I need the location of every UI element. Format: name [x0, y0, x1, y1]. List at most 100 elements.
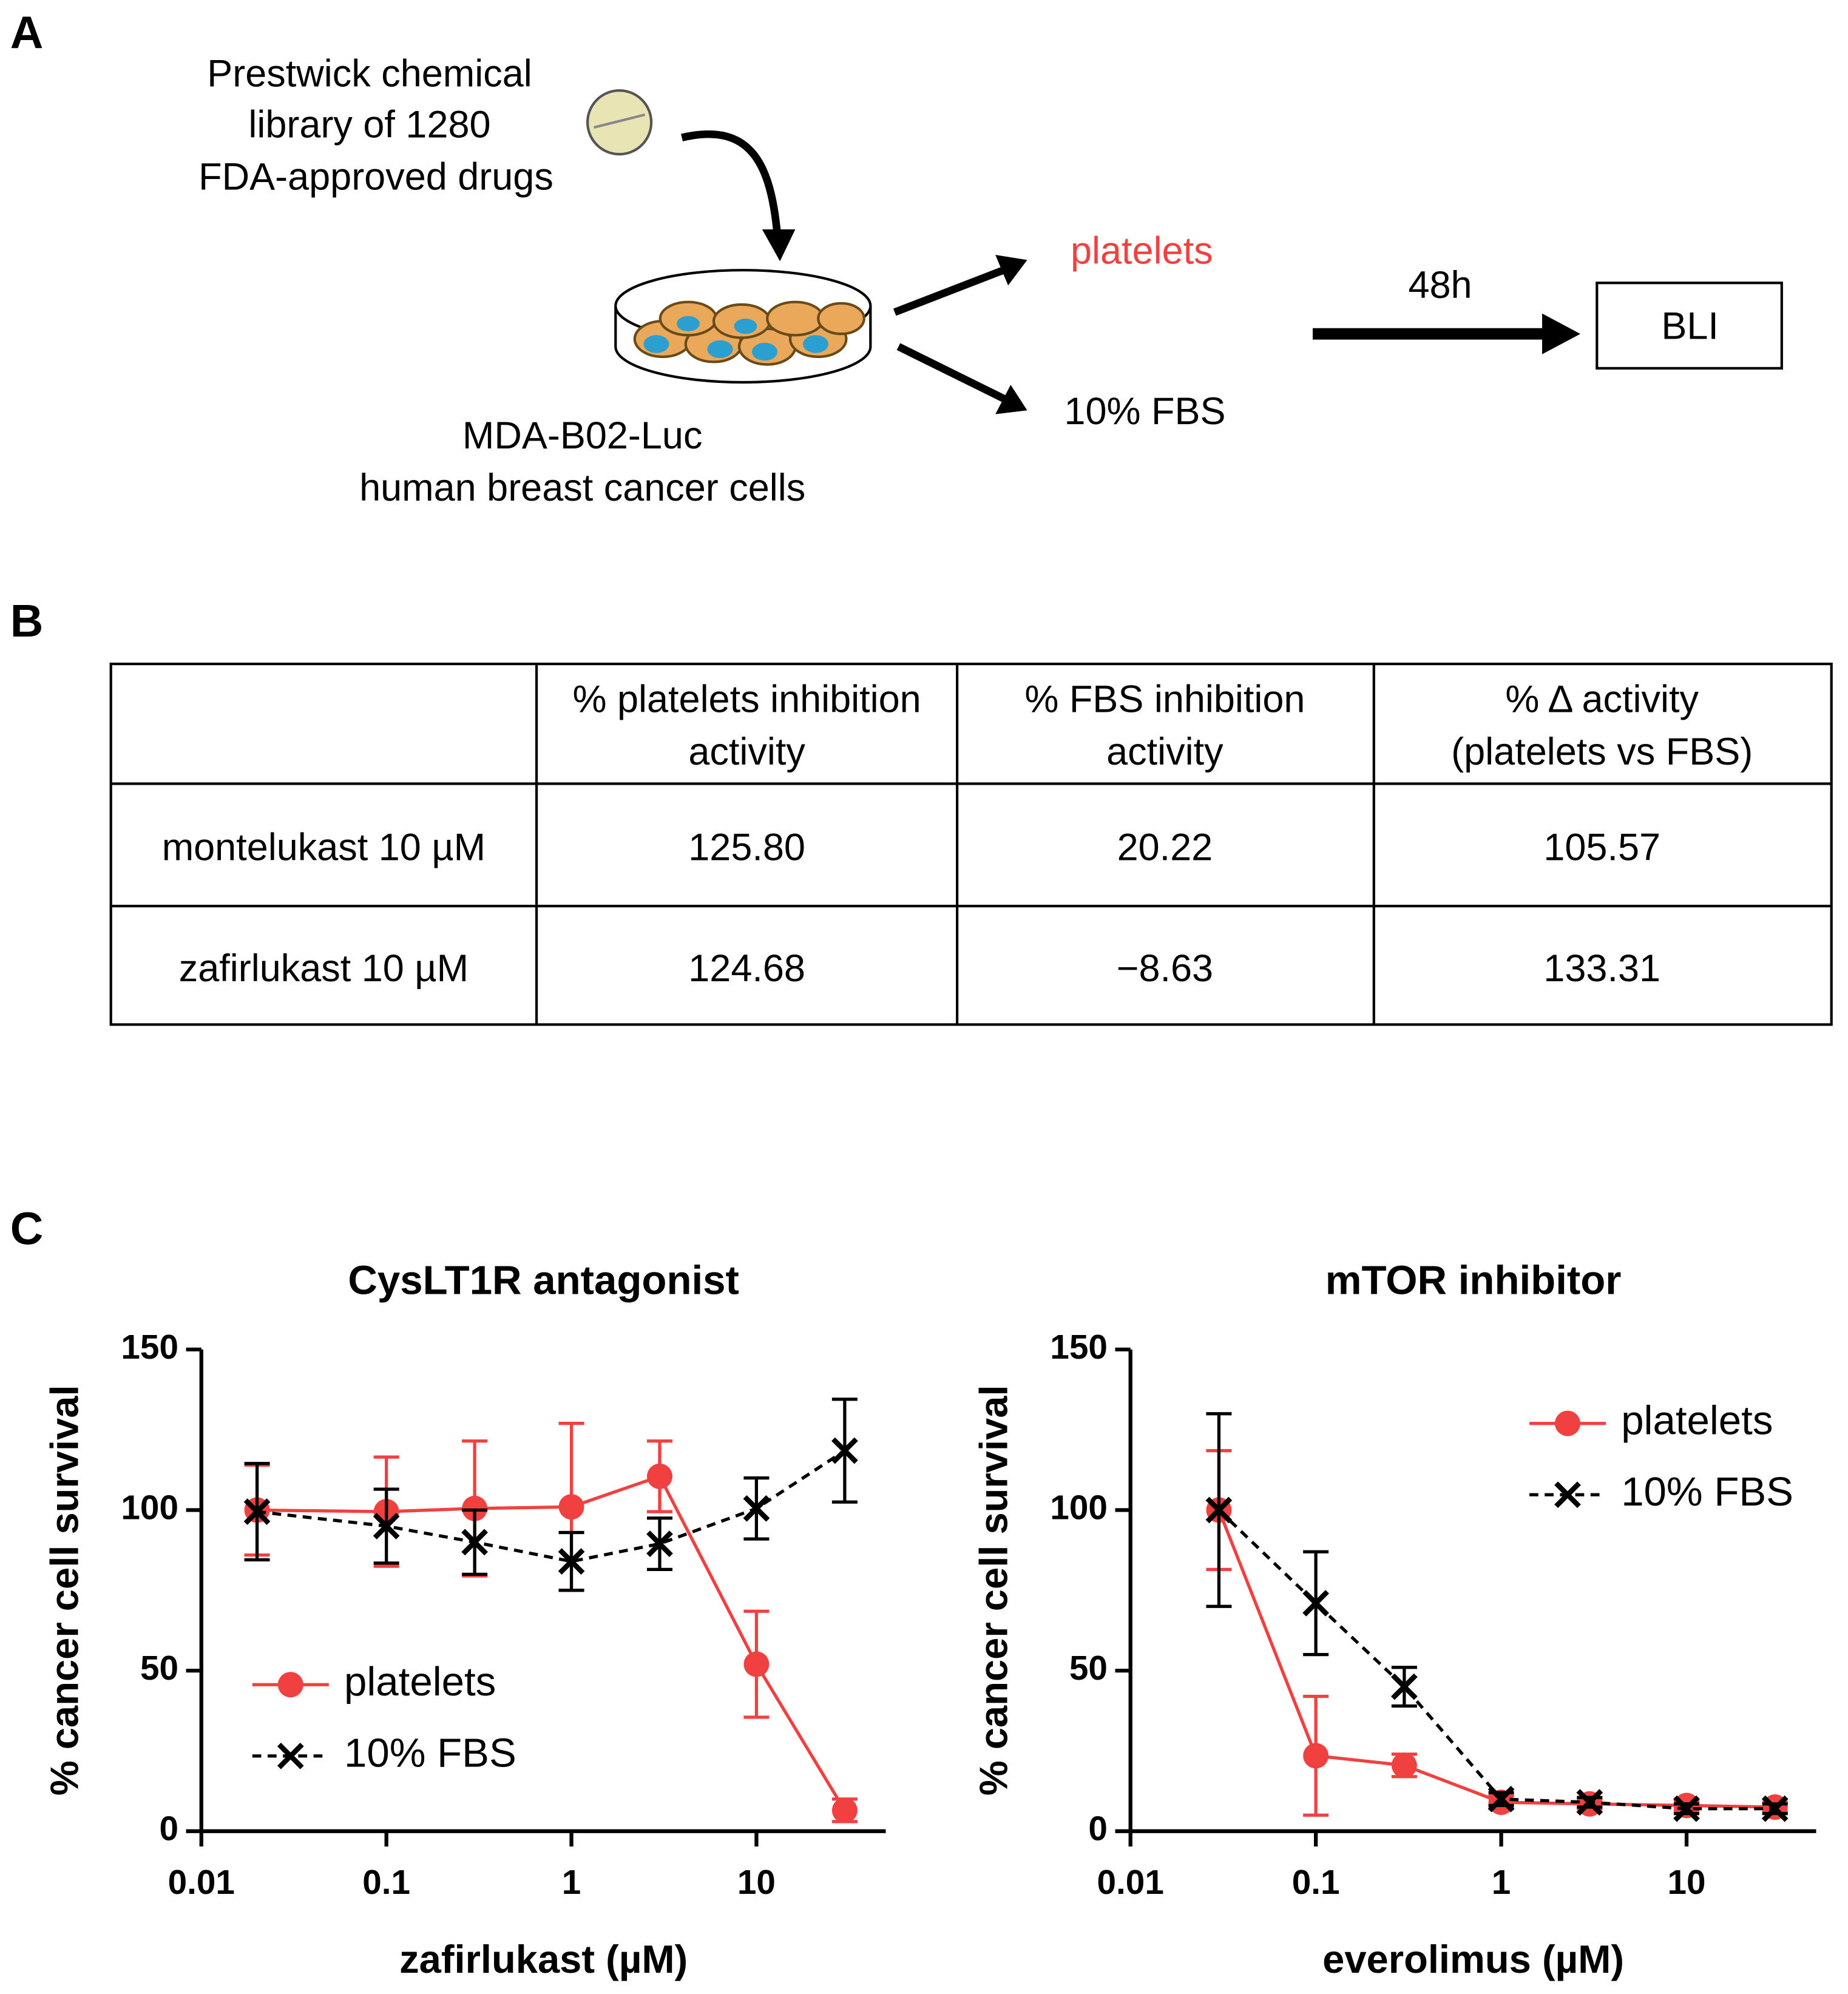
marker: [1673, 1795, 1700, 1822]
library-text: library of 1280: [248, 104, 490, 146]
header-cell: activity: [688, 731, 805, 773]
table-cell: −8.63: [1117, 947, 1213, 990]
condition-label: platelets: [1071, 230, 1213, 272]
legend-marker: [1554, 1481, 1581, 1509]
arrowhead: [995, 385, 1027, 414]
marker: [1302, 1590, 1330, 1617]
table-cell: 133.31: [1543, 947, 1660, 990]
legend-label: platelets: [344, 1659, 496, 1705]
marker: [558, 1548, 585, 1575]
x-tick-label: 0.1: [362, 1864, 410, 1902]
marker: [243, 1498, 271, 1526]
row-label: montelukast 10 µM: [162, 826, 486, 868]
time-label: 48h: [1408, 264, 1472, 306]
marker-stroke: [1488, 1785, 1515, 1813]
legend-marker: [1555, 1410, 1580, 1436]
arrowhead: [995, 255, 1027, 286]
marker-stroke: [1205, 1496, 1233, 1524]
header-cell: % FBS inhibition: [1024, 678, 1305, 721]
marker: [461, 1529, 488, 1556]
legend-symbol: [1555, 1410, 1580, 1436]
marker: [646, 1463, 672, 1489]
marker-stroke: [1673, 1795, 1700, 1822]
x-tick-label: 0.01: [168, 1864, 235, 1902]
marker-stroke: [1761, 1795, 1789, 1822]
y-tick-label: 150: [121, 1328, 178, 1367]
x-tick-label: 10: [1667, 1864, 1705, 1902]
chart-title: mTOR inhibitor: [1325, 1257, 1622, 1303]
panel-label: C: [10, 1204, 44, 1255]
readout-box: [1596, 282, 1783, 370]
marker: [1576, 1789, 1603, 1816]
arrow: [893, 265, 1009, 316]
header-cell: % Δ activity: [1505, 678, 1699, 721]
x-tick-label: 0.1: [1292, 1864, 1340, 1902]
header-cell: activity: [1106, 731, 1224, 773]
panel-label: B: [10, 596, 44, 647]
marker-stroke: [1576, 1789, 1603, 1816]
marker-stroke: [461, 1529, 488, 1556]
chart-title: CysLT1R antagonist: [348, 1257, 739, 1303]
legend-symbol: [1554, 1481, 1581, 1509]
table: % platelets inhibition activity % FBS in…: [109, 663, 1833, 1026]
marker: [1391, 1752, 1417, 1779]
marker: [462, 1495, 488, 1521]
x-tick-label: 10: [737, 1864, 776, 1902]
header-cell: % platelets inhibition: [572, 678, 921, 721]
marker-stroke: [831, 1437, 858, 1464]
y-axis-label: % cancer cell survival: [971, 1385, 1015, 1796]
y-tick-label: 100: [1050, 1489, 1108, 1527]
y-axis-label: % cancer cell survival: [42, 1385, 87, 1796]
marker: [743, 1651, 770, 1677]
row-label: zafirlukast 10 µM: [179, 947, 469, 990]
legend-label: 10% FBS: [344, 1731, 516, 1776]
marker-stroke: [243, 1498, 271, 1526]
marker: [1488, 1785, 1515, 1813]
table-border: [109, 663, 1833, 1026]
marker: [1303, 1743, 1329, 1769]
petri-dish: [614, 269, 872, 384]
header-cell: (platelets vs FBS): [1451, 731, 1753, 773]
marker: [646, 1530, 673, 1557]
marker: [1761, 1795, 1789, 1822]
legend-label: platelets: [1621, 1397, 1773, 1443]
marker: [831, 1437, 858, 1464]
arrowhead: [762, 229, 796, 262]
table-cell: 105.57: [1543, 826, 1660, 868]
marker: [1205, 1496, 1233, 1524]
marker-stroke: [373, 1513, 400, 1539]
marker-stroke: [646, 1530, 673, 1557]
x-tick-label: 1: [562, 1864, 581, 1902]
y-tick-label: 100: [121, 1489, 178, 1527]
marker: [1390, 1673, 1418, 1700]
y-tick-label: 0: [1088, 1810, 1108, 1848]
table-cell: 20.22: [1117, 826, 1213, 868]
legend-marker: [277, 1672, 303, 1698]
table-cell: 125.80: [688, 826, 805, 868]
x-axis-label: zafirlukast (µM): [399, 1937, 688, 1981]
y-tick-label: 50: [1069, 1649, 1108, 1688]
marker-stroke: [1390, 1673, 1418, 1700]
arrowhead: [1542, 313, 1580, 354]
arrow: [681, 130, 782, 237]
cells-text: MDA-B02-Luc: [462, 414, 703, 457]
library-text: FDA-approved drugs: [198, 156, 553, 198]
y-tick-label: 150: [1050, 1328, 1108, 1367]
x-axis-label: everolimus (µM): [1322, 1937, 1624, 1981]
marker-stroke: [558, 1548, 585, 1575]
panel-label: A: [10, 7, 44, 58]
marker-stroke: [743, 1495, 770, 1522]
library-text: Prestwick chemical: [207, 53, 532, 95]
condition-label: 10% FBS: [1064, 390, 1226, 433]
marker: [558, 1494, 584, 1520]
cells-text: human breast cancer cells: [359, 467, 805, 509]
legend-symbol: [277, 1742, 304, 1769]
marker: [831, 1797, 858, 1823]
y-tick-label: 0: [159, 1810, 178, 1848]
legend-marker: [277, 1742, 304, 1769]
legend-label: 10% FBS: [1621, 1469, 1793, 1515]
table-cell: 124.68: [688, 947, 805, 990]
readout-label: BLI: [1661, 305, 1719, 347]
marker: [743, 1495, 770, 1522]
